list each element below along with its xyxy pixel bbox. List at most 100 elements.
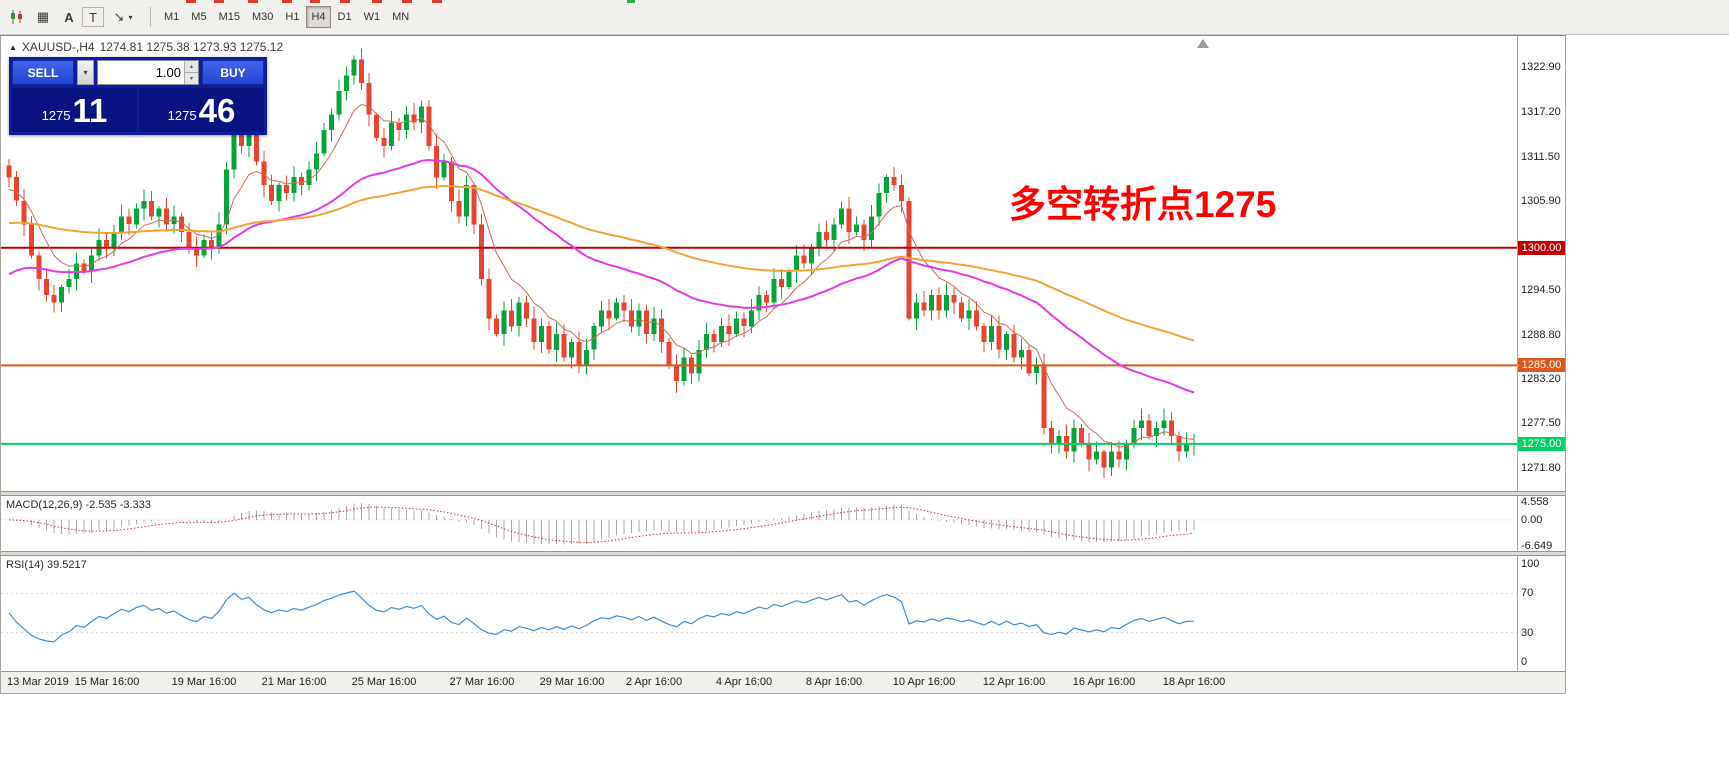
price-tick: 1305.90: [1521, 195, 1561, 207]
toolbar-separator: [150, 7, 151, 27]
timeframe-toolbar: M1 M5 M15 M30 H1 H4 D1 W1 MN: [159, 6, 414, 28]
sell-price-button[interactable]: 1275 11: [12, 88, 137, 132]
chart-annotation-text: 多空转折点1275: [1009, 184, 1277, 225]
time-tick: 15 Mar 16:00: [74, 676, 140, 688]
macd-row: MACD(12,26,9) -2.535 -3.333 4.558 0.00 -6.…: [1, 496, 1565, 552]
sell-button[interactable]: SELL: [12, 60, 74, 85]
rsi-tick: 0: [1521, 656, 1528, 668]
ohlc-values: 1274.81 1275.38 1273.93 1275.12: [99, 40, 284, 54]
trade-controls-row: SELL ▾ ▴ ▾ BUY: [12, 60, 264, 85]
macd-chart: [1, 503, 1517, 545]
macd-histogram: [16, 503, 1195, 545]
buy-price-big: 46: [198, 91, 236, 129]
time-tick: 2 Apr 16:00: [625, 676, 683, 688]
timeframe-W1[interactable]: W1: [363, 11, 381, 23]
time-tick: 29 Mar 16:00: [539, 676, 605, 688]
timeframe-M1[interactable]: M1: [164, 11, 180, 23]
rsi-chart: [1, 590, 1517, 643]
timeframe-D1[interactable]: D1: [337, 11, 352, 23]
label-tool-icon[interactable]: T: [82, 7, 104, 27]
rsi-tick: 70: [1521, 587, 1534, 599]
rsi-axis[interactable]: 100 70 30 0: [1517, 556, 1565, 671]
candles-layer: [6, 48, 1197, 478]
price-tick: 1283.20: [1521, 373, 1561, 385]
price-tick: 1294.50: [1521, 284, 1561, 296]
panel-splitter[interactable]: [1, 491, 1565, 496]
candlestick-plot[interactable]: ▲ XAUUSD-,H4 1274.81 1275.38 1273.93 127…: [1, 36, 1517, 491]
level-price-badge: 1285.00: [1518, 358, 1565, 372]
moving-averages-layer: [8, 103, 1195, 448]
macd-label: MACD(12,26,9) -2.535 -3.333: [6, 499, 151, 511]
buy-button[interactable]: BUY: [202, 60, 264, 85]
buy-price-small: 1275: [167, 107, 197, 123]
volume-stepper: ▴ ▾: [184, 61, 198, 84]
grid-style-icon[interactable]: ▦: [36, 9, 50, 24]
price-tick: 1311.50: [1521, 151, 1560, 163]
chart-title: ▲ XAUUSD-,H4 1274.81 1275.38 1273.93 127…: [9, 40, 283, 54]
candlestick-style-icon[interactable]: [4, 5, 30, 29]
price-tick: 1277.50: [1521, 417, 1561, 429]
volume-dropdown-button[interactable]: ▾: [77, 60, 94, 85]
macd-signal-line: [8, 506, 1195, 544]
time-tick: 13 Mar 2019: [7, 676, 69, 688]
one-click-trading-panel: SELL ▾ ▴ ▾ BUY 1275 11: [9, 57, 267, 135]
timeframe-M15[interactable]: M15: [218, 11, 240, 23]
rsi-row: RSI(14) 39.5217 100 70 30 0: [1, 556, 1565, 671]
symbol-timeframe-label: XAUUSD-,H4: [21, 40, 95, 54]
timeframe-H4[interactable]: H4: [306, 6, 331, 28]
timeframe-H1[interactable]: H1: [285, 11, 300, 23]
buy-price-button[interactable]: 1275 46: [139, 88, 264, 132]
main-chart-row: ▲ XAUUSD-,H4 1274.81 1275.38 1273.93 127…: [1, 36, 1565, 491]
cursor-tools-dropdown[interactable]: ↘ ▾: [104, 5, 142, 29]
timeframe-M5[interactable]: M5: [191, 11, 207, 23]
time-tick: 12 Apr 16:00: [982, 676, 1046, 688]
macd-tick: 0.00: [1521, 514, 1543, 526]
sell-price-big: 11: [72, 91, 108, 129]
timeframe-MN[interactable]: MN: [392, 11, 410, 23]
time-tick: 21 Mar 16:00: [261, 676, 327, 688]
price-tick: 1317.20: [1521, 106, 1561, 118]
macd-tick: 4.558: [1521, 496, 1549, 508]
time-axis[interactable]: 13 Mar 2019 15 Mar 16:00 19 Mar 16:00 21 Ma…: [1, 671, 1565, 693]
chart-window: ▲ XAUUSD-,H4 1274.81 1275.38 1273.93 127…: [0, 35, 1566, 694]
levels-layer: [1, 246, 1517, 445]
timeframe-M30[interactable]: M30: [251, 11, 274, 23]
macd-plot[interactable]: MACD(12,26,9) -2.535 -3.333: [1, 496, 1517, 551]
chevron-down-icon: ▾: [128, 12, 133, 22]
sell-price-small: 1275: [41, 107, 71, 123]
macd-tick: -6.649: [1521, 540, 1553, 552]
rsi-tick: 30: [1521, 627, 1534, 639]
time-tick: 25 Mar 16:00: [351, 676, 417, 688]
time-tick: 10 Apr 16:00: [892, 676, 956, 688]
level-price-badge: 1275.00: [1518, 437, 1565, 451]
volume-step-down-button[interactable]: ▾: [184, 72, 198, 84]
candlestick-chart: [1, 48, 1517, 478]
rsi-label: RSI(14) 39.5217: [6, 559, 87, 571]
top-toolbar: ▦ A T ↘ ▾ M1 M5 M15 M30 H1 H4 D1 W1 MN: [0, 0, 1729, 35]
time-tick: 8 Apr 16:00: [805, 676, 863, 688]
time-tick: 18 Apr 16:00: [1162, 676, 1226, 688]
time-tick: 27 Mar 16:00: [449, 676, 515, 688]
text-tool-icon[interactable]: A: [64, 9, 74, 25]
rsi-plot[interactable]: RSI(14) 39.5217: [1, 556, 1517, 671]
rsi-tick: 100: [1521, 558, 1540, 570]
rsi-line: [8, 590, 1195, 643]
cursor-tool-icon: ↘: [113, 9, 125, 24]
chart-shift-marker[interactable]: [1197, 39, 1209, 48]
price-tick: 1288.80: [1521, 329, 1561, 341]
panel-splitter[interactable]: [1, 551, 1565, 556]
chart-window-icon: ▲: [9, 42, 17, 52]
volume-input[interactable]: [98, 61, 198, 84]
level-price-badge: 1300.00: [1518, 241, 1565, 255]
price-axis[interactable]: 1322.90 1317.20 1311.50 1305.90 1294.50 1288.…: [1517, 36, 1565, 491]
macd-axis[interactable]: 4.558 0.00 -6.649: [1517, 496, 1565, 552]
volume-field-wrap: ▴ ▾: [97, 60, 199, 85]
candlestick-glyph: [11, 10, 22, 24]
trade-prices-row: 1275 11 1275 46: [12, 88, 264, 132]
volume-step-up-button[interactable]: ▴: [184, 61, 198, 72]
time-tick: 16 Apr 16:00: [1072, 676, 1136, 688]
time-tick: 19 Mar 16:00: [171, 676, 237, 688]
price-tick: 1322.90: [1521, 61, 1561, 73]
price-tick: 1271.80: [1521, 462, 1561, 474]
time-tick: 4 Apr 16:00: [715, 676, 773, 688]
